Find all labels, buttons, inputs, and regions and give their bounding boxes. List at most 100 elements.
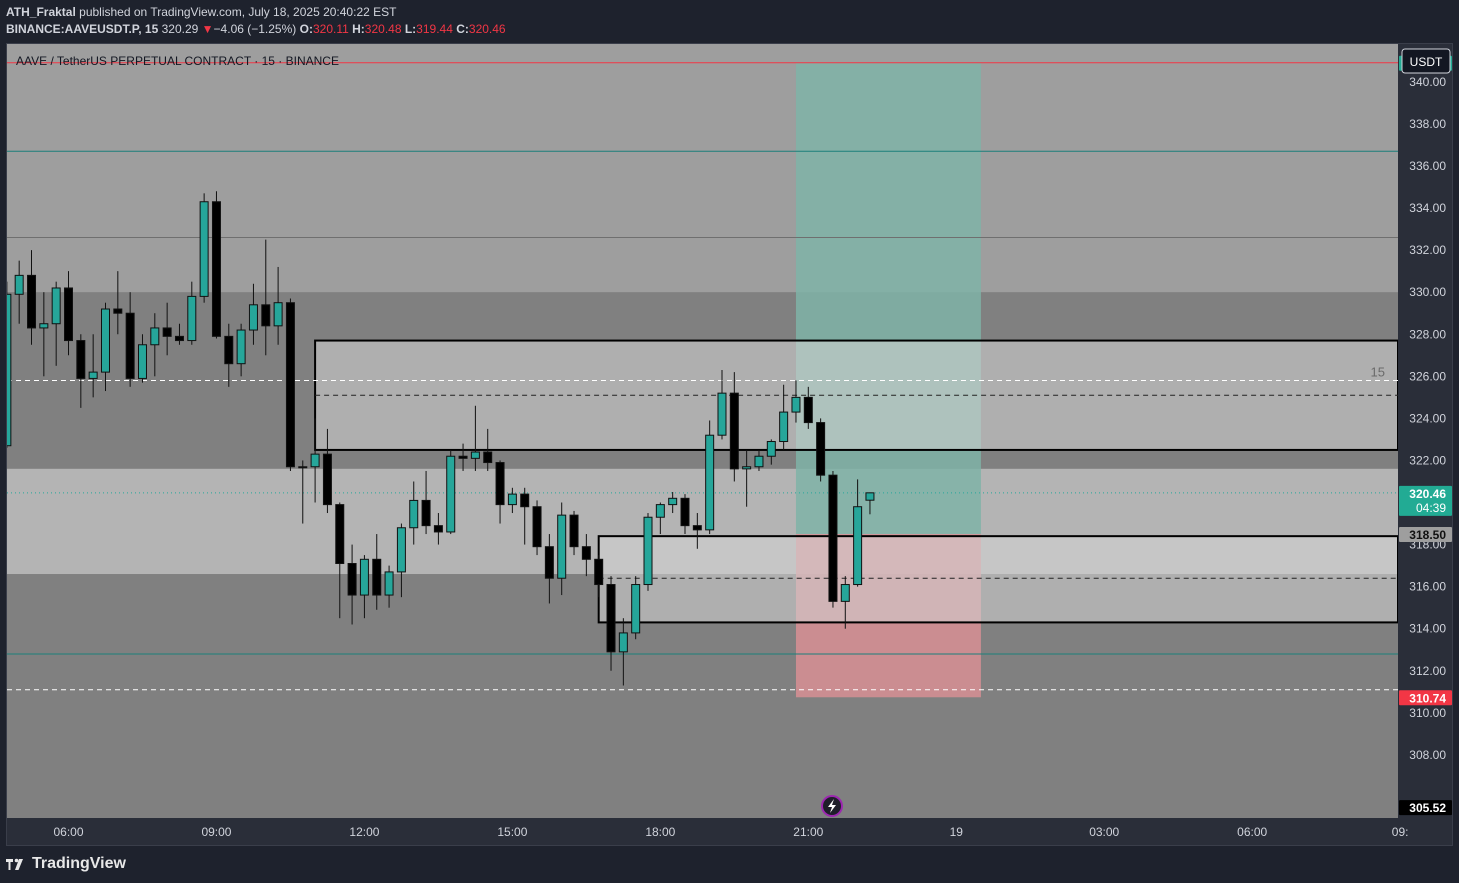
change-arrow-icon: ▼ (201, 22, 214, 36)
candle-body-up (840, 584, 850, 602)
candle (224, 323, 234, 387)
candle (655, 502, 665, 535)
published-text: published on TradingView.com, July 18, 2… (79, 5, 397, 19)
candle (483, 428, 493, 471)
candle-body-down (322, 453, 332, 506)
price-label: 318.50 (1399, 527, 1452, 543)
ohlc-line: BINANCE:AAVEUSDT.P, 15 320.29 ▼−4.06 (−1… (6, 22, 506, 36)
c-label: C: (456, 22, 469, 36)
candle (409, 481, 419, 545)
author-name: ATH_Fraktal (6, 5, 76, 19)
candle-body-down (421, 499, 431, 527)
candle (125, 292, 135, 387)
l-label: L: (404, 22, 417, 36)
lightning-bolt (828, 799, 836, 813)
candle-body-down (162, 327, 172, 337)
candle-body-down (803, 396, 813, 424)
candle-body-down (174, 335, 184, 342)
candle-body-up (199, 201, 209, 297)
demand-box (597, 535, 1399, 624)
candle-body-up (39, 323, 49, 329)
candle-body-up (631, 584, 641, 634)
price-label: 310.74 (1399, 690, 1452, 706)
price-label-text: 318.50 (1409, 528, 1446, 542)
y-tick-label: 338.00 (1409, 117, 1446, 131)
candle-body-up (236, 329, 246, 365)
candle (211, 191, 221, 339)
y-tick-label: 322.00 (1409, 453, 1446, 467)
candle (594, 555, 604, 598)
candle-body-up (557, 514, 567, 579)
candle (174, 323, 184, 345)
candle (285, 298, 295, 471)
candle-body-down (433, 525, 443, 533)
candle (458, 443, 468, 471)
candle-body-up (88, 371, 98, 379)
candle (742, 449, 752, 507)
candle (310, 418, 320, 503)
candle (643, 513, 653, 591)
candle-body-up (766, 441, 776, 457)
candle-body-up (643, 516, 653, 586)
candle-body-down (544, 546, 554, 579)
chart-svg[interactable]: 15 340.00 338.00 336.00 334.00 332.00 330.00 32… (7, 44, 1453, 846)
candle-body-down (532, 506, 542, 548)
candle (14, 260, 24, 324)
candle (581, 534, 591, 577)
candle-body-down (27, 274, 37, 329)
candle (853, 479, 863, 587)
candle (248, 283, 258, 345)
x-tick-label: 06:00 (53, 825, 83, 839)
candle-body-down (594, 558, 604, 586)
candle (532, 500, 542, 556)
o-label: O: (299, 22, 313, 36)
price-label-countdown: 04:39 (1416, 501, 1446, 515)
candle-body-down (64, 287, 73, 342)
x-tick-label: 09: (1392, 825, 1409, 839)
last-price: 320.29 (161, 22, 199, 36)
candle (433, 513, 443, 545)
chart-frame[interactable]: 15 340.00 338.00 336.00 334.00 332.00 330.00 32… (6, 43, 1453, 846)
candle (717, 370, 727, 440)
candle-body-down (285, 302, 295, 468)
candle-body-up (507, 493, 517, 506)
y-tick-label: 334.00 (1409, 201, 1446, 215)
candle-body-up (248, 304, 258, 331)
candle (100, 302, 110, 392)
y-tick-label: 328.00 (1409, 327, 1446, 341)
x-tick-label: 06:00 (1237, 825, 1267, 839)
footer-brand: TradingView (32, 855, 126, 872)
currency-button[interactable]: USDT (1401, 48, 1451, 74)
candle (76, 334, 86, 408)
candle-body-up (655, 504, 665, 518)
candle (729, 372, 739, 482)
footer: TradingView (6, 855, 126, 873)
candle (446, 449, 456, 535)
candle (421, 470, 431, 535)
candle-body-up (446, 455, 456, 533)
candle-body-up (865, 492, 875, 501)
y-tick-label: 326.00 (1409, 369, 1446, 383)
candle (199, 193, 209, 303)
chart-title: AAVE / TetherUS PERPETUAL CONTRACT · 15 … (16, 54, 339, 68)
candle (113, 271, 123, 335)
change-value: −4.06 (−1.25%) (213, 22, 297, 36)
y-tick-label: 308.00 (1409, 748, 1446, 762)
candle-body-down (224, 335, 234, 365)
candle-body-up (273, 302, 283, 327)
candle (618, 618, 628, 686)
candle (840, 576, 850, 629)
candle (64, 271, 73, 356)
candle-body-up (100, 308, 110, 373)
target-zone (795, 62, 981, 535)
candle (631, 576, 641, 640)
candle (569, 510, 579, 556)
candle-body-up (137, 344, 147, 379)
time-axis (7, 818, 1398, 845)
candle (162, 302, 172, 356)
candle-body-up (396, 527, 406, 573)
o-value: 320.11 (312, 22, 349, 36)
candle (236, 323, 246, 377)
x-tick-label: 03:00 (1089, 825, 1119, 839)
